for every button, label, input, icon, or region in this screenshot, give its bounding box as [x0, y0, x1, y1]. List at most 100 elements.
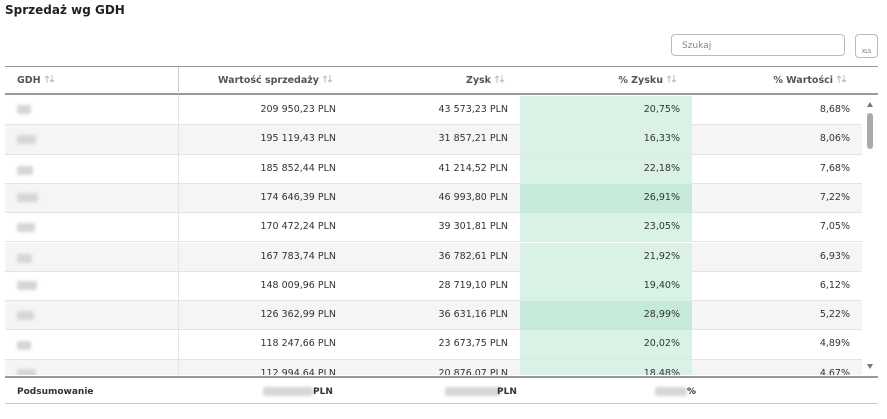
table-row[interactable]: 174 646,39 PLN 46 993,80 PLN 26,91% 7,22%	[5, 183, 862, 214]
table-cell: 18,48%	[643, 367, 680, 375]
table-cell: 43 573,23 PLN	[438, 104, 509, 115]
table-cell: 21,92%	[643, 250, 680, 262]
table-cell: 20 876,07 PLN	[438, 367, 509, 375]
table-row[interactable]: 185 852,44 PLN 41 214,52 PLN 22,18% 7,68%	[5, 154, 862, 184]
table-cell: 7,68%	[819, 162, 850, 174]
table-cell: 185 852,44 PLN	[260, 162, 336, 174]
table-cell: 209 950,23 PLN	[260, 104, 336, 115]
row-separator	[178, 96, 179, 125]
column-title: % Wartości	[773, 75, 833, 86]
profit-highlight	[520, 154, 692, 184]
table-row[interactable]: 148 009,96 PLN 28 719,10 PLN 19,40% 6,12%	[5, 271, 862, 302]
table-cell: 174 646,39 PLN	[260, 191, 336, 203]
table-cell: 8,06%	[819, 133, 850, 145]
row-separator	[178, 213, 179, 243]
table-cell: 22,18%	[643, 162, 680, 174]
table-body: 209 950,23 PLN 43 573,23 PLN 20,75% 8,68% 19…	[5, 96, 862, 375]
gdh-name-redacted	[17, 311, 34, 321]
column-title: GDH	[17, 75, 41, 86]
row-separator	[178, 271, 179, 301]
row-separator	[178, 330, 179, 360]
table-cell: 28,99%	[643, 309, 680, 321]
profit-highlight	[520, 242, 692, 272]
gdh-name-redacted	[17, 368, 36, 375]
table-cell: 112 994,64 PLN	[260, 367, 336, 375]
table-cell: 167 783,74 PLN	[260, 250, 336, 262]
row-separator	[178, 301, 179, 331]
profit-highlight	[520, 213, 692, 243]
sort-icon	[494, 75, 505, 83]
export-button[interactable]: XLS	[855, 34, 878, 58]
title: Sprzedaż wg GDH	[5, 3, 125, 17]
gdh-name-redacted	[17, 192, 38, 202]
table-cell: 126 362,99 PLN	[260, 309, 336, 321]
profit-highlight	[520, 301, 692, 331]
table-cell: 6,93%	[819, 250, 850, 262]
profit-highlight	[520, 96, 692, 125]
table-row[interactable]: 118 247,66 PLN 23 673,75 PLN 20,02% 4,89%	[5, 330, 862, 360]
table-cell: 36 631,16 PLN	[438, 309, 509, 321]
profit-highlight	[520, 183, 692, 213]
table-row[interactable]: 126 362,99 PLN 36 631,16 PLN 28,99% 5,22%	[5, 301, 862, 331]
table-cell: 195 119,43 PLN	[260, 133, 336, 145]
table-cell: 4,89%	[819, 338, 850, 350]
table-row[interactable]: 167 783,74 PLN 36 782,61 PLN 21,92% 6,93%	[5, 242, 862, 272]
column-title: % Zysku	[618, 75, 663, 86]
column-header[interactable]: % Wartości	[692, 67, 848, 94]
table-row[interactable]: 170 472,24 PLN 39 301,81 PLN 23,05% 7,05%	[5, 213, 862, 243]
column-header[interactable]: Wartość sprzedaży	[178, 67, 334, 94]
row-separator	[178, 359, 179, 375]
table-footer: Podsumowanie PLN PLN%	[5, 376, 878, 404]
sales-total-redacted	[263, 387, 313, 396]
column-header[interactable]: % Zysku	[520, 67, 678, 94]
gdh-name-redacted	[17, 135, 36, 145]
table-cell: 16,33%	[643, 133, 680, 145]
table-cell: 8,68%	[819, 104, 850, 115]
table-row[interactable]: 195 119,43 PLN 31 857,21 PLN 16,33% 8,06%	[5, 125, 862, 155]
footer-label: Podsumowanie	[17, 387, 94, 397]
table-cell: 7,05%	[819, 221, 850, 233]
column-title: Wartość sprzedaży	[218, 75, 319, 86]
gdh-name-redacted	[17, 223, 35, 233]
table-header: GDH Wartość sprzedaży Zysk % Zysku % Wartośc…	[5, 66, 878, 95]
table-cell: 41 214,52 PLN	[438, 162, 509, 174]
table-cell: 5,22%	[819, 309, 850, 321]
sort-icon	[836, 75, 847, 83]
table-cell: 31 857,21 PLN	[438, 133, 509, 145]
profit-highlight	[520, 271, 692, 301]
column-header[interactable]: Zysk	[348, 67, 506, 94]
row-separator	[178, 242, 179, 272]
profit-highlight	[520, 359, 692, 375]
gdh-name-redacted	[17, 280, 37, 290]
search-input[interactable]: Szukaj	[671, 34, 845, 56]
table-row[interactable]: 112 994,64 PLN 20 876,07 PLN 18,48% 4,67%	[5, 359, 862, 375]
table-cell: 148 009,96 PLN	[260, 279, 336, 291]
row-separator	[178, 125, 179, 155]
percent-total-unit: %	[687, 387, 697, 397]
percent-total-redacted	[655, 387, 687, 396]
table-cell: 23 673,75 PLN	[438, 338, 509, 350]
table-cell: 46 993,80 PLN	[438, 191, 509, 203]
gdh-name-redacted	[17, 165, 33, 175]
table-cell: 6,12%	[819, 279, 850, 291]
table-cell: 7,22%	[819, 191, 850, 203]
table-cell: 20,02%	[643, 338, 680, 350]
gdh-name-redacted	[17, 253, 32, 263]
profit-total-unit: PLN	[497, 387, 517, 397]
column-header[interactable]: GDH	[17, 67, 178, 94]
sort-icon	[666, 75, 677, 83]
profit-highlight	[520, 330, 692, 360]
profit-total-redacted	[445, 387, 501, 396]
sort-icon	[322, 75, 333, 83]
column-separator	[178, 67, 179, 94]
table-row[interactable]: 209 950,23 PLN 43 573,23 PLN 20,75% 8,68%	[5, 96, 862, 126]
table-cell: 28 719,10 PLN	[438, 279, 509, 291]
scrollbar[interactable]	[862, 96, 878, 375]
scrollbar-graphic	[867, 102, 873, 369]
column-title: Zysk	[465, 75, 491, 86]
table-cell: 20,75%	[643, 104, 680, 115]
table-cell: 118 247,66 PLN	[260, 338, 336, 350]
table-cell: 36 782,61 PLN	[438, 250, 509, 262]
sales-total-unit: PLN	[313, 387, 333, 397]
